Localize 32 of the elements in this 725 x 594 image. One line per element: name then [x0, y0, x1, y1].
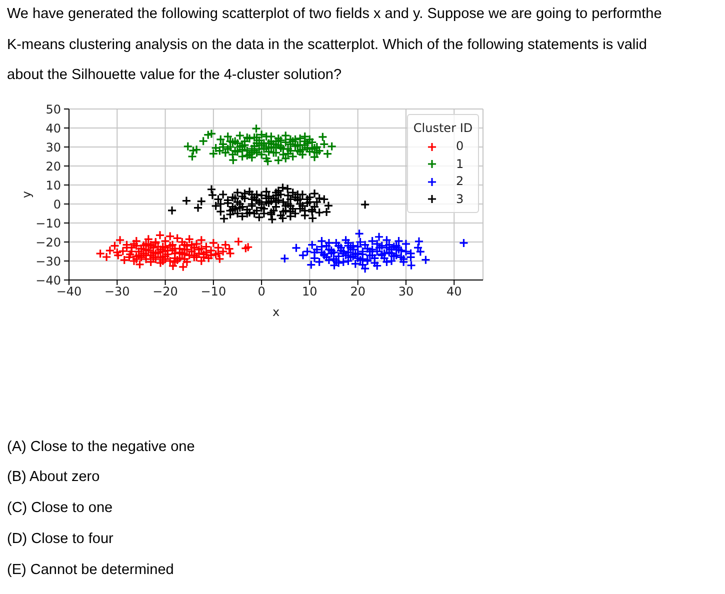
y-tick-label: −30 — [36, 254, 61, 268]
y-axis-title: y — [19, 190, 34, 198]
text: (D) Close to four — [7, 530, 114, 549]
y-tick-label: 0 — [53, 197, 61, 212]
y-tick-label: 20 — [46, 159, 61, 174]
text: (E) Cannot be determined — [7, 560, 174, 580]
text: (B) About zero — [7, 468, 100, 488]
legend-label: 2 — [456, 173, 464, 190]
x-tick-label: −40 — [56, 284, 82, 299]
x-tick-label: 40 — [446, 284, 462, 299]
y-tick-label: −20 — [36, 235, 61, 250]
text: (C) Close to one — [7, 499, 113, 518]
y-tick-label: 40 — [46, 121, 61, 136]
x-tick-label: 0 — [258, 284, 266, 299]
y-tick-label: −10 — [36, 216, 61, 230]
text: (A) Close to the negative one — [7, 438, 195, 456]
legend-label: 0 — [456, 138, 464, 155]
y-tick-label: −40 — [36, 273, 61, 288]
legend-label: 1 — [456, 156, 464, 172]
y-tick-label: 50 — [46, 102, 61, 116]
x-tick-label: −30 — [104, 284, 130, 299]
x-tick-label: 20 — [350, 284, 366, 299]
y-tick-label: 30 — [46, 140, 61, 154]
x-tick-label: −10 — [200, 284, 226, 299]
legend-title: Cluster ID — [412, 120, 474, 137]
x-axis-title: x — [272, 305, 280, 319]
x-tick-label: 30 — [398, 284, 414, 299]
y-tick-label: 10 — [46, 178, 61, 192]
legend-label: 3 — [456, 190, 464, 208]
x-tick-label: 10 — [302, 284, 318, 299]
chart-title: We have generated the following scatterplot of two fields x and y. Suppose we are going to performthe K-means clustering analysis on the data in the scatterplot. Which of the following statements is valid about the Silhouette value for the 4-cluster solution? — [7, 5, 663, 85]
x-tick-label: −20 — [152, 284, 178, 299]
